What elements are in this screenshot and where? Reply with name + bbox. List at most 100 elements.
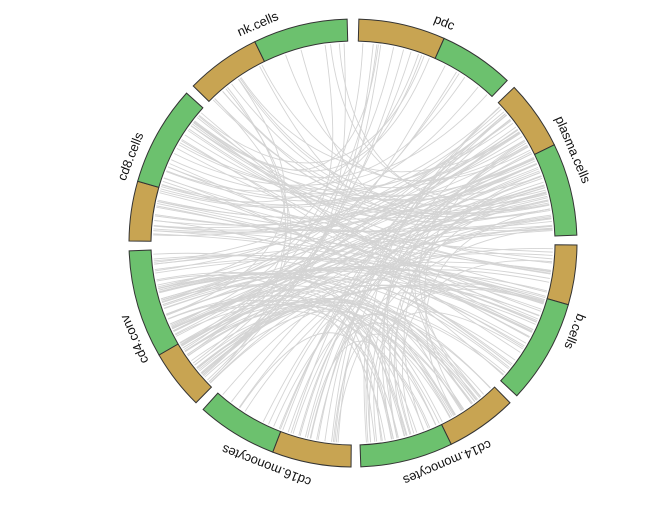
segment-plasma-gold xyxy=(497,86,555,156)
link-cd8-plasma xyxy=(184,134,547,215)
segment-plasma-green xyxy=(533,144,578,237)
link-cd14-cd4 xyxy=(156,271,477,401)
segment-cd16-green xyxy=(202,392,282,453)
link-nk-plasma xyxy=(285,54,528,182)
link-nk-plasma xyxy=(238,78,525,189)
link-nk-plasma xyxy=(300,49,549,215)
link-plasma-cd16 xyxy=(310,151,532,439)
link-cd4-bcells xyxy=(209,284,533,384)
link-cd8-plasma xyxy=(179,142,542,201)
link-cd4-bcells xyxy=(153,254,533,332)
link-plasma-cd16 xyxy=(335,228,553,443)
segment-pdc-gold xyxy=(357,18,445,60)
segment-cd8-green xyxy=(137,92,204,188)
chord-links xyxy=(153,43,553,443)
link-cd4-bcells xyxy=(163,267,545,307)
link-nk-plasma xyxy=(330,44,546,201)
link-cd16-plasma xyxy=(238,225,553,408)
link-nk-cd4 xyxy=(208,43,346,383)
link-cd8-bcells xyxy=(153,225,552,272)
link-nk-plasma xyxy=(222,91,539,202)
link-cd14-plasma xyxy=(393,172,541,437)
segment-cd8-gold xyxy=(128,180,160,242)
link-nk-cd4 xyxy=(208,87,286,383)
link-nk-plasma xyxy=(231,83,550,214)
link-cd14-plasma xyxy=(414,187,546,405)
link-cd4-bcells xyxy=(158,269,538,322)
link-cd8-bcells xyxy=(193,122,553,264)
link-nk-cd4 xyxy=(186,88,289,356)
link-cd4-cd14 xyxy=(159,272,456,416)
link-nk-plasma xyxy=(212,99,553,232)
link-cd8-plasma xyxy=(153,129,518,231)
link-cd14-cd16 xyxy=(332,333,453,443)
link-pdc-cd8 xyxy=(198,55,425,164)
label-pdc: pdc xyxy=(432,11,458,33)
link-cd16-plasma xyxy=(262,184,545,422)
link-cd4-bcells xyxy=(194,248,553,366)
segment-bcells-gold xyxy=(546,244,578,306)
link-cd8-bcells xyxy=(162,180,512,366)
link-plasma-cd8 xyxy=(153,163,537,234)
link-pdc-cd8 xyxy=(173,94,488,186)
link-plasma-cd4 xyxy=(196,184,545,369)
link-nk-cd4 xyxy=(192,98,292,364)
link-plasma-cd16 xyxy=(317,214,552,441)
link-nk-plasma xyxy=(222,90,535,196)
link-cd4-bcells xyxy=(179,301,505,375)
link-plasma-cd8 xyxy=(160,106,501,207)
link-cd8-bcells xyxy=(153,230,545,301)
segment-nk-green xyxy=(254,18,349,63)
link-bcells-cd14 xyxy=(377,288,544,442)
link-plasma-cd16 xyxy=(331,119,511,442)
link-cd16-plasma xyxy=(334,176,542,443)
link-cd4-bcells xyxy=(210,285,540,384)
link-cd4-cd14 xyxy=(172,289,383,441)
link-plasma-cd8 xyxy=(153,162,537,233)
link-cd14-cd4 xyxy=(167,295,437,426)
link-bcells-cd14 xyxy=(399,298,504,412)
link-cd8-bcells xyxy=(156,203,544,305)
link-plasma-cd16 xyxy=(290,113,506,434)
link-cd4-bcells xyxy=(182,269,550,349)
link-cd4-cd14 xyxy=(161,285,451,419)
link-cd8-bcells xyxy=(159,192,553,253)
link-cd14-plasma xyxy=(424,140,526,411)
segment-bcells-green xyxy=(500,298,569,397)
link-cd4-bcells xyxy=(165,276,510,368)
segment-cd14-green xyxy=(359,423,452,468)
link-cd14-plasma xyxy=(368,140,525,443)
link-cd8-bcells xyxy=(161,184,551,275)
link-cd14-cd4 xyxy=(191,304,491,389)
link-cd4-bcells xyxy=(154,257,546,297)
link-plasma-cd8 xyxy=(154,160,536,226)
link-plasma-cd16 xyxy=(273,218,552,427)
link-cd14-cd16 xyxy=(222,308,394,439)
link-nk-plasma xyxy=(338,43,550,211)
link-cd16-plasma xyxy=(279,181,544,430)
link-cd14-plasma xyxy=(388,175,542,439)
link-nk-plasma xyxy=(240,77,521,173)
link-bcells-cd14 xyxy=(402,260,553,434)
segment-pdc-green xyxy=(434,37,508,98)
link-cd4-bcells xyxy=(163,269,537,323)
link-nk-cd4 xyxy=(166,78,286,316)
link-cd14-cd4 xyxy=(200,306,376,442)
link-nk-cd4 xyxy=(161,44,334,304)
link-cd4-cd14 xyxy=(184,298,491,389)
link-bcells-cd14 xyxy=(395,283,546,435)
label-bcells: b.cells xyxy=(561,312,589,352)
link-cd14-cd4 xyxy=(156,274,386,441)
link-cd4-bcells xyxy=(153,255,534,330)
link-cd14-plasma xyxy=(425,208,551,416)
link-cd4-cd14 xyxy=(169,288,443,423)
link-cd8-plasma xyxy=(196,117,550,218)
link-cd16-plasma xyxy=(231,168,539,403)
link-pdc-cd8 xyxy=(194,76,466,178)
link-cd14-cd16 xyxy=(287,323,437,433)
link-bcells-cd14 xyxy=(363,292,527,443)
link-cd4-cd14 xyxy=(159,276,481,399)
link-cd16-plasma xyxy=(244,192,547,412)
link-plasma-cd16 xyxy=(292,146,529,434)
